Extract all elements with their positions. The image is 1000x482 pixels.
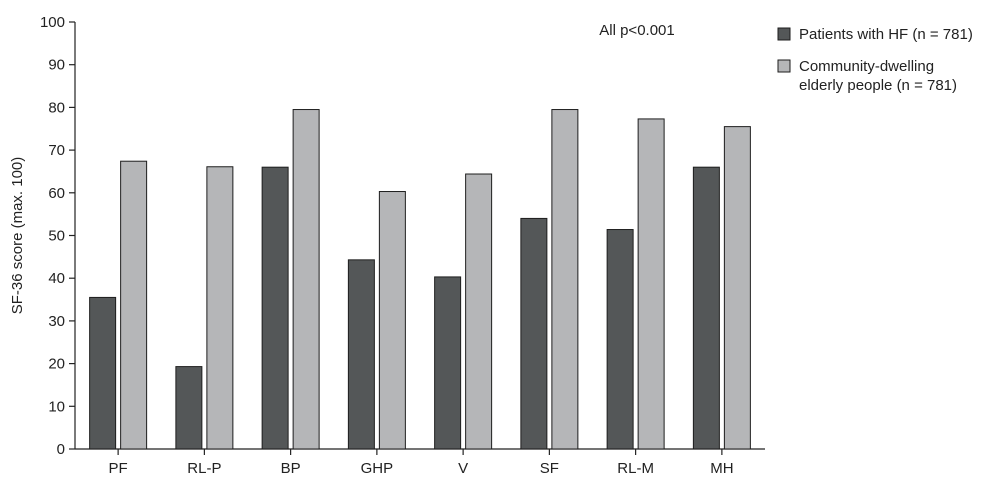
bar-mh-series-1 [692, 166, 720, 450]
y-tick-label: 70 [48, 142, 65, 159]
x-tick-label: GHP [361, 460, 394, 477]
bar-sf-series-1 [520, 217, 548, 450]
y-tick-label: 30 [48, 313, 65, 330]
bar-sf-series-2 [551, 109, 579, 450]
legend-label: Patients with HF (n = 781) [799, 26, 973, 43]
y-tick-label: 60 [48, 185, 65, 202]
x-tick-label: V [458, 460, 468, 477]
legend-swatch-series-1 [777, 27, 791, 41]
bar-v-series-1 [434, 276, 462, 450]
bar-rl-m-series-2 [637, 118, 665, 450]
bar-rl-p-series-1 [175, 366, 203, 450]
bar-bp-series-1 [261, 166, 289, 450]
x-tick-label: PF [109, 460, 128, 477]
bar-rl-m-series-1 [606, 229, 634, 450]
x-tick-label: RL-M [617, 460, 654, 477]
x-tick-label: RL-P [187, 460, 221, 477]
legend-label: elderly people (n = 781) [799, 77, 957, 94]
y-tick-label: 100 [40, 14, 65, 31]
legend-swatch-series-2 [777, 59, 791, 73]
x-tick-label: BP [281, 460, 301, 477]
y-axis-title: SF-36 score (max. 100) [9, 157, 26, 315]
y-tick-label: 20 [48, 356, 65, 373]
bars [89, 109, 751, 450]
y-axis: 0 10 20 30 40 50 60 70 80 90 100 [40, 14, 76, 458]
y-tick-label: 50 [48, 228, 65, 245]
x-axis: PF RL-P BP GHP V SF RL-M MH [75, 448, 765, 477]
y-tick-label: 0 [57, 441, 65, 458]
x-tick-label: SF [540, 460, 559, 477]
bar-ghp-series-2 [378, 191, 406, 450]
y-tick-label: 10 [48, 398, 65, 415]
y-tick-label: 80 [48, 99, 65, 116]
bar-v-series-2 [465, 173, 493, 450]
bar-pf-series-1 [89, 296, 117, 450]
bar-rl-p-series-2 [206, 166, 234, 450]
x-tick-label: MH [710, 460, 733, 477]
bar-mh-series-2 [723, 126, 751, 450]
y-tick-label: 90 [48, 57, 65, 74]
bar-bp-series-2 [292, 109, 320, 450]
legend-label: Community-dwelling [799, 58, 934, 75]
y-tick-label: 40 [48, 270, 65, 287]
legend: Patients with HF (n = 781) Community-dwel… [777, 26, 973, 94]
significance-annotation: All p<0.001 [599, 22, 674, 39]
bar-ghp-series-1 [347, 259, 375, 450]
bar-pf-series-2 [120, 160, 148, 450]
